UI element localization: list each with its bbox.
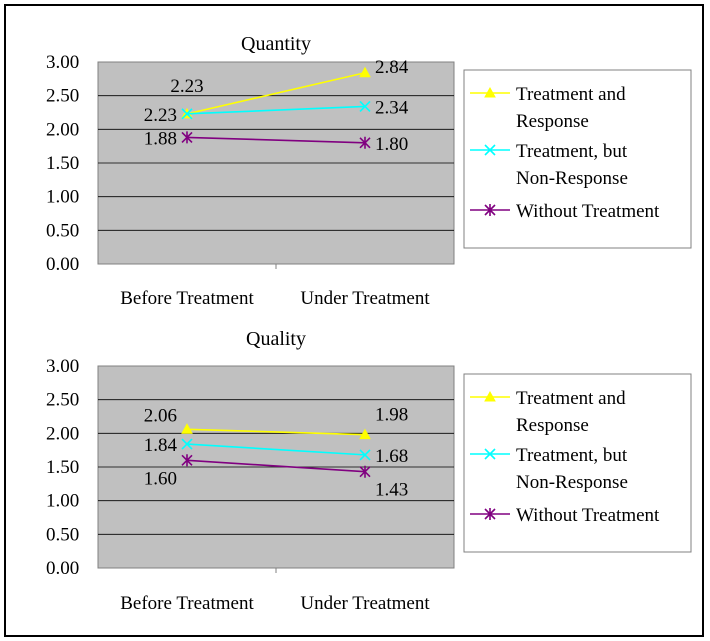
data-label: 2.23 <box>144 105 177 126</box>
x-category-label: Under Treatment <box>300 288 430 309</box>
legend-swatch-marker <box>484 508 496 520</box>
series-line <box>186 71 366 115</box>
y-tick-label: 3.00 <box>46 356 79 377</box>
data-label: 2.34 <box>375 97 409 118</box>
chart-title: Quality <box>246 328 306 350</box>
data-point <box>359 66 371 78</box>
data-label: 1.98 <box>375 405 408 426</box>
data-label: 1.80 <box>375 134 408 155</box>
legend-item: Treatment, but Non-Response <box>470 141 628 189</box>
data-point <box>359 428 371 440</box>
legend-label: Treatment and <box>516 388 626 409</box>
y-tick-label: 2.50 <box>46 86 79 107</box>
y-tick-label: 2.50 <box>46 390 79 411</box>
legend-label: Response <box>516 111 589 132</box>
y-tick-label: 1.50 <box>46 153 79 174</box>
y-tick-label: 1.00 <box>46 187 79 208</box>
data-label: 1.60 <box>144 468 177 489</box>
legend-swatch-marker <box>484 144 496 156</box>
series-line <box>186 443 366 456</box>
series-1: 2.06 1.98 <box>144 405 408 440</box>
y-tick-label: 0.00 <box>46 558 79 579</box>
legend-label: Without Treatment <box>516 201 660 222</box>
legend-swatch-marker <box>484 390 496 402</box>
legend-box <box>463 69 692 249</box>
y-tick-label: 1.00 <box>46 491 79 512</box>
x-category-label: Before Treatment <box>120 593 254 614</box>
data-point <box>181 423 193 434</box>
y-tick-label: 0.50 <box>46 524 79 545</box>
legend-item: Treatment, but Non-Response <box>470 445 628 493</box>
data-point <box>181 438 193 450</box>
legend-swatch-marker <box>484 86 496 98</box>
data-label: 1.88 <box>144 128 177 149</box>
y-tick-label: 0.50 <box>46 220 79 241</box>
data-label: 2.23 <box>170 76 203 97</box>
series-3: 1.88 1.80 <box>144 128 409 154</box>
data-point <box>181 131 193 144</box>
y-tick-label: 2.00 <box>46 423 79 444</box>
chart-1: Quantity 0.00 0.50 1.00 1.50 2.00 2.50 3.00 Befo… <box>46 33 692 309</box>
data-label: 2.06 <box>144 405 177 426</box>
series-2: 2.23 2.34 <box>144 97 409 125</box>
legend-swatch-marker <box>484 448 496 460</box>
x-category-label: Under Treatment <box>300 593 430 614</box>
x-category-label: Before Treatment <box>120 288 254 309</box>
data-point <box>359 136 371 149</box>
y-tick-label: 0.00 <box>46 254 79 275</box>
y-tick-label: 3.00 <box>46 52 79 73</box>
chart-title: Quantity <box>241 33 311 55</box>
data-label: 2.84 <box>375 57 409 78</box>
data-point <box>359 100 371 113</box>
data-label: 1.84 <box>144 435 178 456</box>
data-label: 1.43 <box>375 480 408 501</box>
series-line <box>186 428 366 436</box>
data-point <box>181 108 193 120</box>
legend-item: Without Treatment <box>470 505 660 526</box>
legend: Treatment and Response Treatment, but Non-R… <box>463 69 692 249</box>
legend-swatch-marker <box>484 204 496 216</box>
legend: Treatment and Response Treatment, but Non-R… <box>463 373 692 553</box>
legend-label: Treatment, but <box>516 445 628 466</box>
legend-label: Non-Response <box>516 168 628 189</box>
data-point <box>359 449 371 461</box>
series-2: 1.84 1.68 <box>144 435 409 467</box>
y-tick-label: 1.50 <box>46 457 79 478</box>
legend-box <box>463 373 692 553</box>
data-label: 1.68 <box>375 446 408 467</box>
data-point <box>181 454 193 467</box>
legend-label: Treatment and <box>516 84 626 105</box>
data-point <box>359 465 371 478</box>
series-line <box>186 105 366 115</box>
legend-item: Treatment and Response <box>470 388 626 436</box>
legend-label: Response <box>516 415 589 436</box>
legend-label: Without Treatment <box>516 505 660 526</box>
legend-label: Treatment, but <box>516 141 628 162</box>
legend-item: Without Treatment <box>470 201 660 222</box>
y-tick-label: 2.00 <box>46 119 79 140</box>
series-line <box>186 459 366 473</box>
chart-2: Quality 0.00 0.50 1.00 1.50 2.00 2.50 3.00 Befor… <box>46 328 692 614</box>
legend-label: Non-Response <box>516 472 628 493</box>
series-line <box>186 136 366 144</box>
series-3: 1.60 1.43 <box>144 454 408 501</box>
legend-item: Treatment and Response <box>470 84 626 132</box>
